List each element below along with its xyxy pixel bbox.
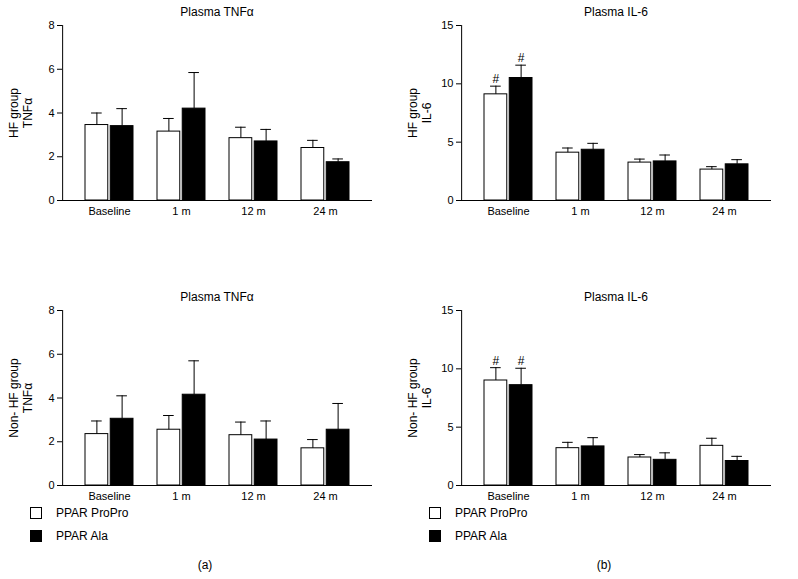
svg-text:0: 0 xyxy=(48,479,54,491)
svg-text:Baseline: Baseline xyxy=(487,490,529,502)
svg-text:1 m: 1 m xyxy=(172,490,190,502)
html-text:Plasma IL-6: Plasma IL-6 xyxy=(584,290,648,304)
html-text:PPAR Ala: PPAR Ala xyxy=(56,529,108,543)
svg-text:2: 2 xyxy=(48,435,54,447)
svg-text:#: # xyxy=(493,354,500,368)
html-text:HF group TNFα: HF group TNFα xyxy=(7,87,35,138)
svg-text:24 m: 24 m xyxy=(313,490,337,502)
html-text:Plasma TNFα: Plasma TNFα xyxy=(180,290,254,304)
svg-text:0: 0 xyxy=(447,194,453,206)
svg-text:5: 5 xyxy=(447,421,453,433)
svg-text:0: 0 xyxy=(48,194,54,206)
svg-text:15: 15 xyxy=(441,19,453,31)
html-text:Non- HF group IL-6: Non- HF group IL-6 xyxy=(406,357,434,438)
svg-text:24 m: 24 m xyxy=(313,205,337,217)
html-text:PPAR ProPro: PPAR ProPro xyxy=(455,506,528,520)
svg-text:0: 0 xyxy=(447,479,453,491)
svg-text:Baseline: Baseline xyxy=(487,205,529,217)
svg-text:1 m: 1 m xyxy=(571,490,589,502)
html-text:Non- HF group TNFα: Non- HF group TNFα xyxy=(7,357,35,438)
svg-text:10: 10 xyxy=(441,362,453,374)
svg-text:1 m: 1 m xyxy=(571,205,589,217)
svg-text:12 m: 12 m xyxy=(241,205,265,217)
svg-text:24 m: 24 m xyxy=(712,490,736,502)
html-text:(a): (a) xyxy=(197,558,213,572)
svg-text:4: 4 xyxy=(48,392,54,404)
svg-text:1 m: 1 m xyxy=(172,205,190,217)
svg-text:12 m: 12 m xyxy=(640,205,664,217)
svg-text:12 m: 12 m xyxy=(640,490,664,502)
svg-text:#: # xyxy=(493,72,500,86)
html-text:PPAR ProPro: PPAR ProPro xyxy=(56,506,129,520)
svg-text:8: 8 xyxy=(48,19,54,31)
svg-text:8: 8 xyxy=(48,304,54,316)
svg-text:#: # xyxy=(518,354,525,368)
svg-text:#: # xyxy=(518,51,525,65)
svg-text:24 m: 24 m xyxy=(712,205,736,217)
html-text:PPAR Ala: PPAR Ala xyxy=(455,529,507,543)
svg-text:6: 6 xyxy=(48,63,54,75)
svg-text:10: 10 xyxy=(441,77,453,89)
svg-text:12 m: 12 m xyxy=(241,490,265,502)
html-text:Plasma TNFα: Plasma TNFα xyxy=(180,5,254,19)
html-text:(b): (b) xyxy=(596,558,612,572)
html-text:HF group IL-6: HF group IL-6 xyxy=(406,87,434,138)
svg-text:Baseline: Baseline xyxy=(88,490,130,502)
svg-text:5: 5 xyxy=(447,136,453,148)
svg-text:15: 15 xyxy=(441,304,453,316)
svg-text:2: 2 xyxy=(48,150,54,162)
svg-text:6: 6 xyxy=(48,348,54,360)
svg-text:Baseline: Baseline xyxy=(88,205,130,217)
svg-text:4: 4 xyxy=(48,107,54,119)
html-text:Plasma IL-6: Plasma IL-6 xyxy=(584,5,648,19)
